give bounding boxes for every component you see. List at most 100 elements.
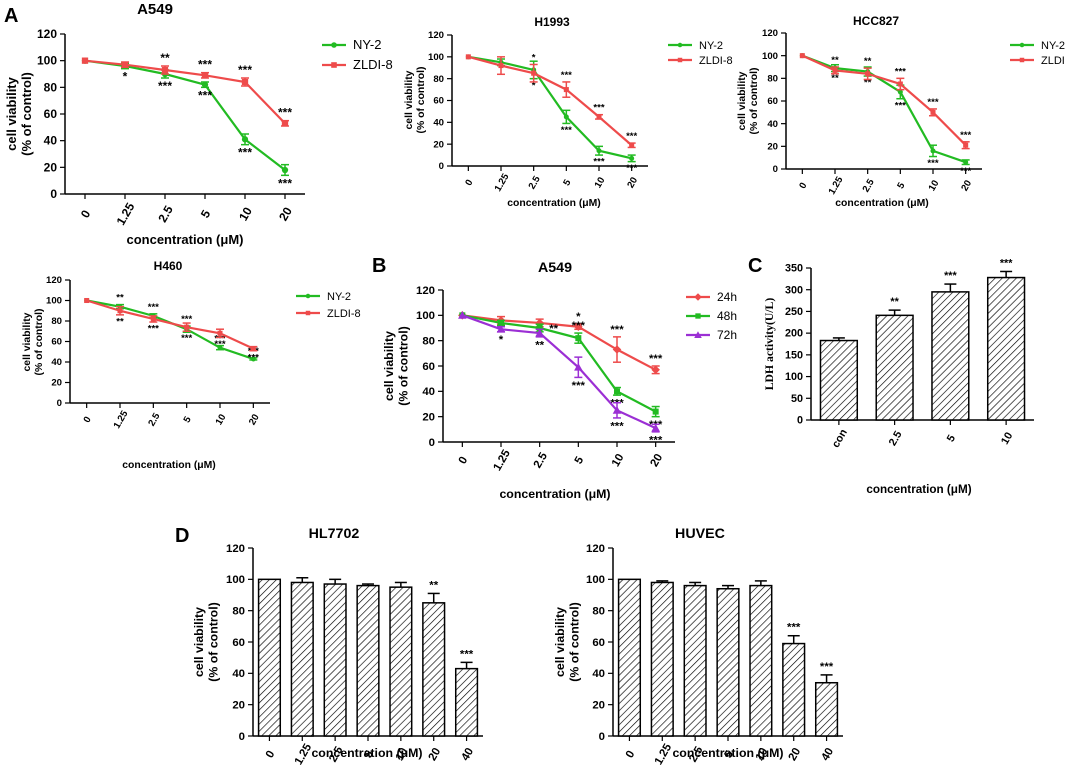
data-point	[535, 328, 544, 337]
data-point	[575, 335, 582, 342]
significance-label: ***	[460, 648, 474, 660]
y-tick-label: 120	[416, 285, 435, 297]
y-tick-label: 120	[37, 27, 57, 41]
significance-label: ***	[960, 130, 971, 141]
y-tick-label: 20	[767, 142, 778, 153]
significance-label: ***	[278, 106, 292, 120]
x-tick-label: 1.25	[493, 171, 512, 193]
y-tick-label: 40	[51, 357, 62, 368]
significance-label: ***	[248, 352, 259, 363]
legend-entry: ZLDI-8	[1041, 55, 1065, 67]
y-tick-label: 100	[428, 52, 444, 63]
x-axis-label: concentration (μM)	[507, 198, 601, 209]
x-tick-label: 10	[236, 204, 255, 223]
significance-label: ***	[626, 131, 637, 142]
data-point	[241, 78, 249, 86]
x-tick-label: 10	[610, 452, 627, 469]
data-point	[150, 316, 156, 322]
legend-marker	[694, 331, 702, 339]
data-point	[201, 72, 209, 79]
x-axis-label: concentration (μM)	[499, 487, 610, 501]
y-tick-label: 0	[773, 164, 778, 175]
data-point	[651, 423, 660, 432]
significance-label: ***	[820, 661, 834, 673]
y-tick-label: 60	[51, 337, 62, 348]
y-tick-label: 0	[239, 731, 245, 743]
y-tick-label: 20	[433, 139, 444, 150]
significance-label: ***	[238, 63, 252, 77]
data-point	[865, 71, 871, 77]
data-point	[281, 166, 289, 174]
y-axis-label: (% of control)	[416, 67, 427, 134]
data-point	[498, 319, 504, 326]
chart-a549: 0 20 40 60 80 100 120 0 1.25 2.5 5 10 20 A549 concentr…	[4, 1, 393, 247]
panel-label-b: B	[372, 255, 386, 277]
y-tick-label: 20	[592, 699, 605, 711]
significance-label: ***	[960, 166, 971, 177]
data-point	[612, 345, 622, 354]
significance-label: ***	[148, 302, 159, 313]
series-zldi-8: **********	[465, 52, 638, 149]
legend-marker	[695, 313, 701, 319]
x-tick-label: 20	[787, 746, 804, 763]
significance-label: ***	[181, 333, 192, 344]
y-tick-label: 60	[767, 96, 778, 107]
legend: NY-2 ZLDI-8	[322, 37, 393, 72]
x-tick-label: 10	[754, 746, 771, 763]
y-tick-label: 120	[226, 543, 245, 555]
significance-label: ***	[593, 103, 604, 114]
x-tick-label: 5	[573, 454, 587, 466]
y-tick-label: 250	[785, 306, 803, 318]
significance-label: ***	[561, 125, 572, 136]
y-tick-label: 40	[44, 134, 58, 148]
chart-title: HL7702	[309, 526, 360, 542]
series-48h: ***********	[459, 312, 663, 431]
legend-marker	[677, 42, 683, 48]
significance-label: ***	[593, 157, 604, 168]
x-tick-label: 0	[463, 178, 475, 188]
significance-label: **	[831, 73, 839, 84]
y-tick-label: 60	[44, 107, 58, 121]
chart-title: H1993	[534, 15, 570, 29]
legend-entry: ZLDI-8	[699, 55, 733, 67]
legend-entry: ZLDI-8	[327, 308, 361, 320]
significance-label: *	[499, 334, 504, 346]
significance-label: ***	[198, 88, 212, 102]
x-tick-label: 5	[945, 433, 958, 444]
y-tick-label: 80	[592, 605, 605, 617]
bar	[323, 583, 347, 737]
significance-label: ***	[198, 58, 212, 72]
significance-label: ***	[214, 334, 225, 345]
data-point	[465, 54, 471, 60]
data-point	[563, 87, 569, 93]
significance-label: **	[116, 293, 124, 304]
series-ny-2: *************	[81, 57, 292, 190]
legend-marker	[1019, 57, 1025, 63]
significance-label: ***	[561, 70, 572, 81]
significance-label: ***	[572, 320, 586, 332]
bar	[875, 314, 914, 421]
chart-title: H460	[154, 259, 183, 273]
y-tick-label: 0	[429, 437, 435, 449]
bar	[749, 584, 773, 737]
x-tick-label: 10	[394, 746, 411, 763]
chart-title: HCC827	[853, 14, 899, 28]
panel-label-d: D	[175, 525, 189, 547]
y-tick-label: 100	[416, 310, 435, 322]
significance-label: *	[576, 311, 581, 323]
data-point	[799, 53, 805, 59]
y-tick-label: 100	[46, 296, 62, 307]
series-line	[84, 59, 286, 171]
bar	[931, 291, 970, 421]
data-point	[596, 114, 602, 120]
series-line	[462, 314, 657, 371]
significance-label: ***	[649, 434, 663, 446]
x-tick-label: 10	[927, 178, 942, 193]
data-point	[121, 61, 129, 68]
bar	[683, 584, 707, 737]
data-point	[629, 142, 635, 148]
significance-label: **	[116, 316, 124, 327]
x-tick-label: 1.25	[114, 200, 138, 228]
x-tick-label: 2.5	[861, 177, 878, 195]
